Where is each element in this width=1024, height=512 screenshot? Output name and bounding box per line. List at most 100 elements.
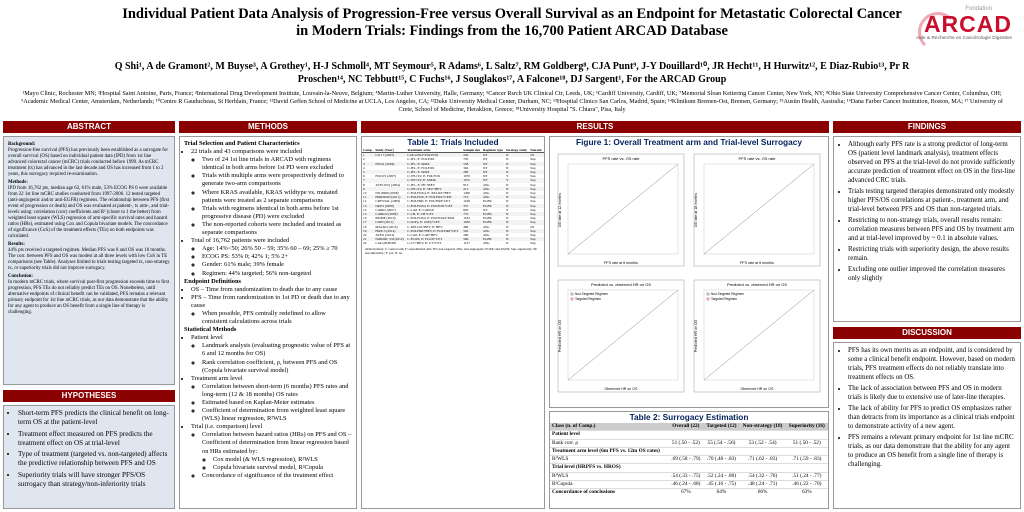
table-row: Trial level (HRPFS vs. HROS) — [550, 463, 828, 473]
table-cell: 12 — [363, 199, 367, 204]
table2-row-label: Trial level (HRPFS vs. HROS) — [550, 463, 669, 473]
table-cell: N — [506, 191, 509, 196]
table-cell — [703, 446, 740, 456]
table-cell: C-IFL, E: IFL+BEV — [407, 182, 436, 187]
legend-marker — [706, 292, 710, 296]
table-row: R²WLS .69 (.58 - .79) .70 (.48 - .83) .71 (… — [550, 455, 828, 464]
plot-frame — [693, 153, 821, 267]
table-cell: 280 — [463, 233, 469, 238]
table-cell: N9741 (2004) — [374, 161, 407, 166]
table-cell: .71 (.59 - .83) — [785, 455, 828, 464]
table-cell: 1630 — [462, 220, 483, 225]
table-cell: 1400 — [463, 191, 470, 196]
table-cell: aNG — [483, 241, 490, 246]
table-row: 10 NO16966 (2008) C-FOLFOX4, E: XELOX+BEV 1… — [362, 191, 544, 195]
abstract-background-heading: Background: — [8, 142, 36, 147]
table-cell: Sup — [530, 191, 536, 196]
discussion-item: The lack of ability for PFS to predict O… — [848, 404, 1016, 431]
table-cell — [668, 446, 704, 456]
table-cell: 289 — [462, 170, 483, 175]
table-cell: Sup — [530, 241, 536, 246]
x-axis-label: Observed HR on OS — [605, 387, 639, 391]
table-cell: C-FOLFOX4, E: FOLFOX4+PAN — [407, 216, 455, 221]
table-cell — [739, 463, 786, 473]
findings-box: Although early PFS rate is a strong pred… — [833, 136, 1021, 322]
plot-area — [567, 289, 679, 381]
table-cell: aNG — [483, 191, 490, 196]
table-cell: 21 — [362, 237, 375, 242]
table-cell: Sup — [529, 220, 544, 225]
table-cell: C-FOLFIRI, E: FOLFIRI+CET — [407, 199, 451, 204]
table-cell: Sup — [529, 195, 544, 200]
hypothesis-item: Superiority trials will have stronger PF… — [18, 471, 170, 490]
table-cell — [703, 463, 740, 473]
table-cell: N — [505, 237, 530, 242]
table-cell: C-5FU/LV, E: FOLFOX — [407, 174, 441, 179]
table-cell: aNG — [482, 186, 506, 192]
poster-title: Individual Patient Data Analysis of Prog… — [122, 6, 902, 39]
table-cell — [374, 170, 407, 175]
y-axis-label: OS rate at 12 months — [558, 193, 562, 227]
table-row: 16 PRIME (2010) C-FOLFOX4, E: FOLFOX4+PAN 1… — [362, 216, 544, 220]
table-cell: N — [505, 195, 530, 200]
table-cell: 67% — [668, 488, 704, 497]
methods-item: Trial (i.e. comparison) level — [191, 423, 352, 431]
table-cell: N — [505, 186, 530, 192]
plot-frame — [557, 153, 685, 267]
table-cell: C-OxFp, E: OxFp+CET — [406, 220, 463, 225]
methods-item: Copula bivariate survival model, R²Copul… — [213, 464, 352, 472]
table-cell: NORDIC VII (2012) — [374, 237, 407, 242]
table-cell: Y — [506, 174, 509, 179]
discussion-item: The lack of association between PFS and … — [848, 384, 1016, 402]
table-cell: .70 (.48 - .83) — [703, 455, 740, 464]
methods-item: Correlation between hazard ratios (HRs) … — [202, 431, 352, 455]
table-cell: 6 — [363, 174, 365, 179]
table-cell: .51 (.24 - .77) — [785, 471, 828, 481]
table-cell: 755 — [462, 212, 483, 217]
table-cell: N — [506, 157, 509, 162]
table-cell — [374, 178, 407, 183]
table-cell: 9 — [362, 186, 375, 192]
table-cell: HORIZON (2011) — [374, 195, 407, 200]
table-cell: 716 — [462, 195, 483, 200]
table2-column-header: Targeted (12) — [703, 423, 740, 431]
table-cell — [785, 430, 828, 440]
table-row: 11 HORIZON (2011) C-FOLFOX, E: FOLFOX+CED 7… — [362, 195, 544, 200]
table-row: 18 MACRO (2010) C-XELOX+BEV, E: BEV 480 aNG N… — [362, 225, 544, 229]
figure1-panel: Predicted vs. observed HR on OS Observed … — [693, 279, 821, 393]
table-cell: 63% — [785, 488, 828, 497]
table-cell: FIRE-3 (2014) — [374, 228, 407, 234]
table-cell: PRIME (2010) — [375, 216, 396, 221]
table-cell: 18 — [363, 224, 367, 229]
plot-area — [567, 163, 679, 255]
table-cell: NT — [482, 152, 506, 158]
table-cell: 7 — [362, 178, 375, 183]
methods-item: Trials with multiple arms were prospecti… — [202, 172, 352, 188]
figure1-panel: PFS rate vs. OS rate PFS rate at 6 months… — [693, 153, 821, 267]
methods-list: Correlation between short-term (6 months… — [202, 383, 352, 423]
hypotheses-box: Short-term PFS predicts the clinical ben… — [3, 405, 175, 509]
table2-row-label: Rank corr. ρ — [550, 438, 669, 448]
figure1-plots: PFS rate vs. OS rate PFS rate at 6 months… — [557, 153, 821, 393]
table1-column-header: Treatment arms — [406, 148, 463, 154]
table-cell: N — [505, 220, 530, 225]
table-cell: C-FOLFOX4, E: FOLFOX+CET — [406, 203, 463, 208]
table-cell: EGFR — [482, 203, 506, 208]
methods-list: Patient levelLandmark analysis (evaluati… — [191, 334, 352, 480]
table-cell: C-CT+BEV, E: CT+CET — [407, 241, 442, 246]
table1: Comp. Study (Year) Treatment arms Sample si… — [362, 148, 544, 246]
plot-frame — [557, 279, 685, 393]
table-row: Rank corr. ρ 51 (.50 - .52) 55 (.54 - .56)… — [550, 438, 828, 448]
methods-item: Patient level — [191, 334, 352, 342]
table-cell: NT — [482, 170, 506, 175]
table-cell: N — [505, 152, 530, 158]
table-row: 6 FOCUS (2007) C-5FU/LV, E: FOLFOX 1070 NT Y S… — [362, 174, 544, 178]
table-row: 21 NORDIC VII (2012) C-FLOX, E: FLOX+CET 56… — [362, 237, 544, 242]
finding-item: Restricting to non-strategy trials, over… — [848, 216, 1016, 243]
table-cell: .54 (.32 - .76) — [739, 471, 786, 481]
table-row: 9 C-5FU/LV, E: 5FU+BEV 213 aNG N Sup — [362, 186, 544, 192]
table-cell: Sup — [530, 182, 536, 187]
table-cell: Sup — [529, 186, 544, 192]
table-row: 7 C-5FU/LV, E: IrMdG 1072 NT Y Sup — [362, 178, 544, 183]
legend-label: Targeted Regimen — [575, 297, 601, 301]
